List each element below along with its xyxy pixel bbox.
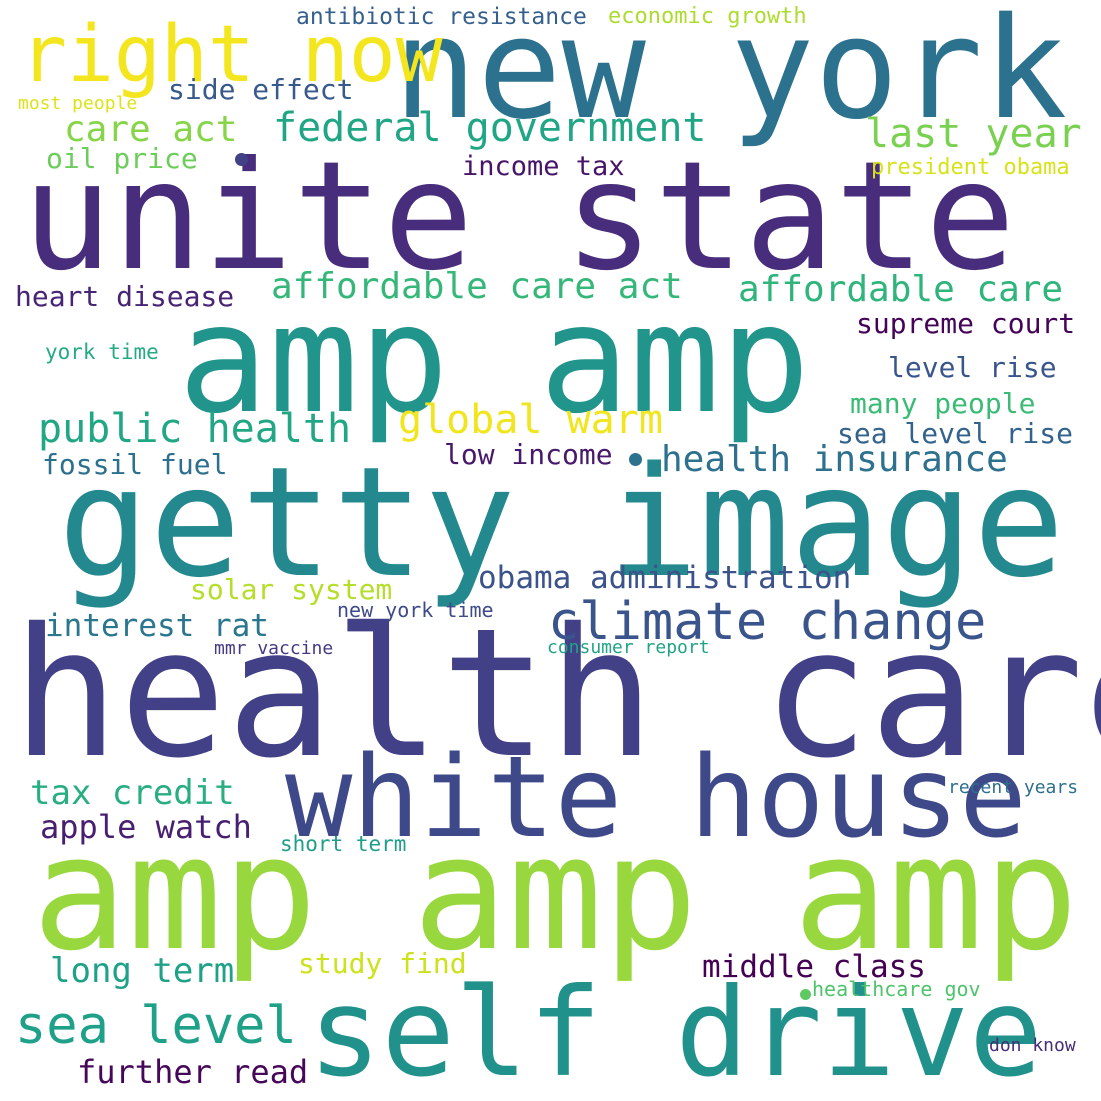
word-last-year: last year: [865, 111, 1082, 157]
word-federal-government: federal government: [273, 105, 707, 151]
word-many-people: many people: [850, 387, 1036, 420]
word-self-drive: self drive: [308, 962, 1043, 1101]
word-new-york-time: new york time: [337, 598, 494, 622]
word-unite-state: unite state: [22, 130, 1016, 304]
word-health-care: health care: [12, 590, 1101, 797]
word-short-term: short term: [280, 832, 407, 856]
word-consumer-report: consumer report: [547, 637, 710, 658]
word-economic-growth: economic growth: [608, 4, 807, 29]
word-oil-price: oil price: [46, 142, 198, 175]
word-affordable-care-act: affordable care act: [271, 266, 683, 307]
word-study-find: study find: [298, 947, 467, 980]
dot-mark: [800, 989, 811, 1000]
word-supreme-court: supreme court: [856, 307, 1076, 340]
word-president-obama: president obama: [871, 155, 1070, 180]
word-low-income: low income: [444, 438, 613, 471]
word-apple-watch: apple watch: [40, 808, 252, 846]
word-affordable-care: affordable care: [738, 269, 1064, 310]
word-recent-years: recent years: [948, 777, 1079, 798]
word-health-insurance: health insurance: [661, 439, 1008, 480]
word-interest-rat: interest rat: [45, 608, 269, 644]
word-york-time: york time: [45, 340, 159, 364]
word-income-tax: income tax: [462, 151, 625, 182]
word-fossil-fuel: fossil fuel: [42, 448, 228, 481]
word-healthcare-gov: healthcare gov: [812, 977, 981, 1001]
dot-mark: [235, 153, 248, 166]
word-white-house: white house: [285, 733, 1027, 863]
word-antibiotic-resistance: antibiotic resistance: [296, 4, 587, 30]
word-further-read: further read: [77, 1053, 309, 1091]
word-level-rise: level rise: [888, 351, 1057, 384]
word-most-people: most people: [18, 93, 138, 114]
word-public-health: public health: [38, 406, 352, 452]
word-middle-class: middle class: [702, 949, 926, 985]
word-global-warm: global warm: [398, 397, 663, 443]
word-don-know: don know: [989, 1035, 1076, 1056]
word-long-term: long term: [50, 951, 235, 991]
dot-mark: [629, 453, 642, 466]
word-tax-credit: tax credit: [30, 773, 235, 813]
word-obama-administration: obama administration: [478, 560, 852, 596]
word-sea-level: sea level: [15, 996, 297, 1056]
word-right-now: right now: [20, 10, 443, 100]
word-care-act: care act: [64, 109, 238, 150]
word-mmr-vaccine: mmr vaccine: [214, 638, 334, 659]
word-getty-image: getty image: [58, 434, 1065, 611]
word-amp-amp: amp amp: [178, 273, 811, 447]
word-side-effect: side effect: [168, 73, 354, 106]
word-solar-system: solar system: [190, 573, 393, 606]
word-new-york: new york: [393, 0, 1068, 151]
word-climate-change: climate change: [548, 592, 987, 652]
word-amp-amp-amp: amp amp amp: [32, 802, 1079, 986]
word-sea-level-rise: sea level rise: [837, 417, 1074, 450]
word-heart-disease: heart disease: [15, 280, 235, 313]
